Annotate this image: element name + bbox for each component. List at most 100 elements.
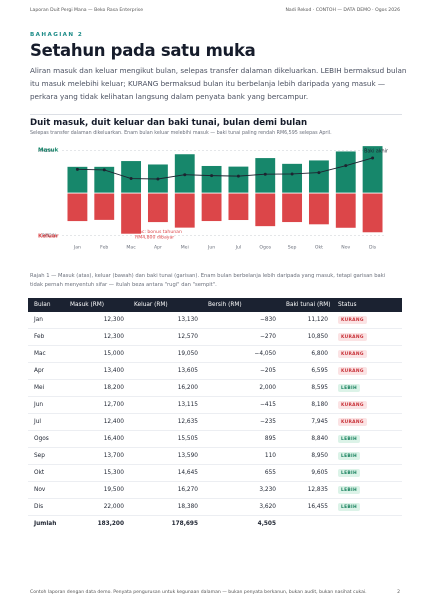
month-cell: Jul [28,413,64,431]
x-tick-label: Jan [73,245,81,251]
status-cell: LEBIH [332,447,402,465]
section-title: Setahun pada satu muka [30,41,256,60]
number-cell: −4,050 [202,345,280,363]
status-cell: KURANG [332,396,402,414]
number-cell: 13,130 [128,312,202,329]
status-badge: KURANG [338,350,367,358]
series-label: Masuk [38,148,59,154]
month-cell: Jun [28,396,64,414]
series-label: Keluar [38,234,59,240]
x-tick-label: Apr [154,245,162,251]
bar-keluar [147,193,168,223]
point-baki [183,173,187,177]
header-left: Laporan Duit Pergi Mana — Beko Rasa Ente… [30,8,144,13]
number-cell: 13,115 [128,396,202,414]
status-badge: LEBIH [338,486,360,494]
table-row: Okt 15,300 14,645 655 9,605 LEBIH [28,464,402,482]
status-badge: KURANG [338,316,367,324]
number-cell: 16,200 [128,379,202,397]
number-cell: 13,700 [64,447,128,465]
page-number: 2 [397,590,400,595]
point-baki [317,171,321,175]
number-cell: 110 [202,447,280,465]
month-cell: Ogos [28,430,64,448]
number-cell: 12,570 [128,328,202,346]
table-row: Sep 13,700 13,590 110 8,950 LEBIH [28,447,402,465]
point-baki [75,167,79,171]
month-cell: Jan [28,312,64,329]
column-header: Bersih (RM) [202,298,280,312]
x-tick-label: Nov [341,245,350,251]
status-badge: LEBIH [338,452,360,460]
annotation-line: RM4,800 dibayar [135,234,174,240]
status-cell: LEBIH [332,379,402,397]
column-header: Bulan [28,298,64,312]
status-cell: LEBIH [332,430,402,448]
number-cell: 895 [202,430,280,448]
table-row: Jumlah 183,200 178,695 4,505 [28,516,402,533]
bar-masuk [282,163,303,194]
bar-masuk [201,165,222,194]
y-tick-label: RM20k [38,148,54,154]
number-cell: 3,620 [202,498,280,516]
column-header: Status [332,298,402,312]
bar-keluar [228,193,249,221]
number-cell: 178,695 [171,521,198,527]
status-cell: KURANG [332,362,402,380]
number-cell: −235 [202,413,280,431]
table-row: Apr 13,400 13,605 −205 6,595 KURANG [28,362,402,380]
number-cell: 18,200 [64,379,128,397]
bar-keluar [308,193,329,225]
x-tick-label: Jul [235,245,242,251]
number-cell: −205 [202,362,280,380]
number-cell: 16,400 [64,430,128,448]
column-header: Masuk (RM) [64,298,128,312]
month-cell: Apr [28,362,64,380]
point-baki [263,172,267,176]
number-cell: 9,605 [280,464,332,482]
month-cell: Dis [28,498,64,516]
chart-title: Duit masuk, duit keluar dan baki tunai, … [30,118,308,128]
x-tick-label: Mei [181,245,189,251]
number-cell: −830 [202,312,280,329]
table-row: Feb 12,300 12,570 −270 10,850 KURANG [28,328,402,346]
number-cell: 4,505 [257,521,276,527]
status-cell: LEBIH [332,481,402,499]
bar-masuk [67,166,88,194]
table-row: Dis 22,000 18,380 3,620 16,455 LEBIH [28,498,402,516]
number-cell: 12,300 [64,312,128,329]
table-body: Jan 12,300 13,130 −830 11,120 KURANG Feb 12,300… [28,312,402,532]
table-row: Jun 12,700 13,115 −415 8,180 KURANG [28,396,402,414]
point-baki [371,156,375,160]
number-cell: 15,000 [64,345,128,363]
table: Bulan Masuk (RM) Keluar (RM) Bersih (RM) Bak… [28,298,402,532]
bar-keluar [362,193,383,233]
number-cell: 6,595 [280,362,332,380]
number-cell: 19,050 [128,345,202,363]
bar-masuk [362,146,383,194]
number-cell: −415 [202,396,280,414]
bar-keluar [335,193,356,228]
table-row: Jul 12,400 12,635 −235 7,945 KURANG [28,413,402,431]
status-cell: KURANG [332,413,402,431]
column-header: Baki tunai (RM) [280,298,332,312]
month-cell: Nov [28,481,64,499]
status-badge: LEBIH [338,469,360,477]
header-right: Nadi Rekod · CONTOH — DATA DEMO · Ogos 2… [285,8,400,13]
number-cell: 8,595 [280,379,332,397]
bar-masuk [308,160,329,194]
x-tick-label: Okt [315,245,323,251]
status-badge: KURANG [338,333,367,341]
number-cell: 8,180 [280,396,332,414]
bar-masuk [94,166,115,194]
status-cell: KURANG [332,345,402,363]
table-row: Mac 15,000 19,050 −4,050 6,800 KURANG [28,345,402,363]
status-cell: KURANG [332,312,402,329]
number-cell: 19,500 [64,481,128,499]
number-cell: 22,000 [64,498,128,516]
number-cell: 11,120 [280,312,332,329]
point-baki [129,177,133,181]
point-baki [236,174,240,178]
month-cell: Sep [28,447,64,465]
